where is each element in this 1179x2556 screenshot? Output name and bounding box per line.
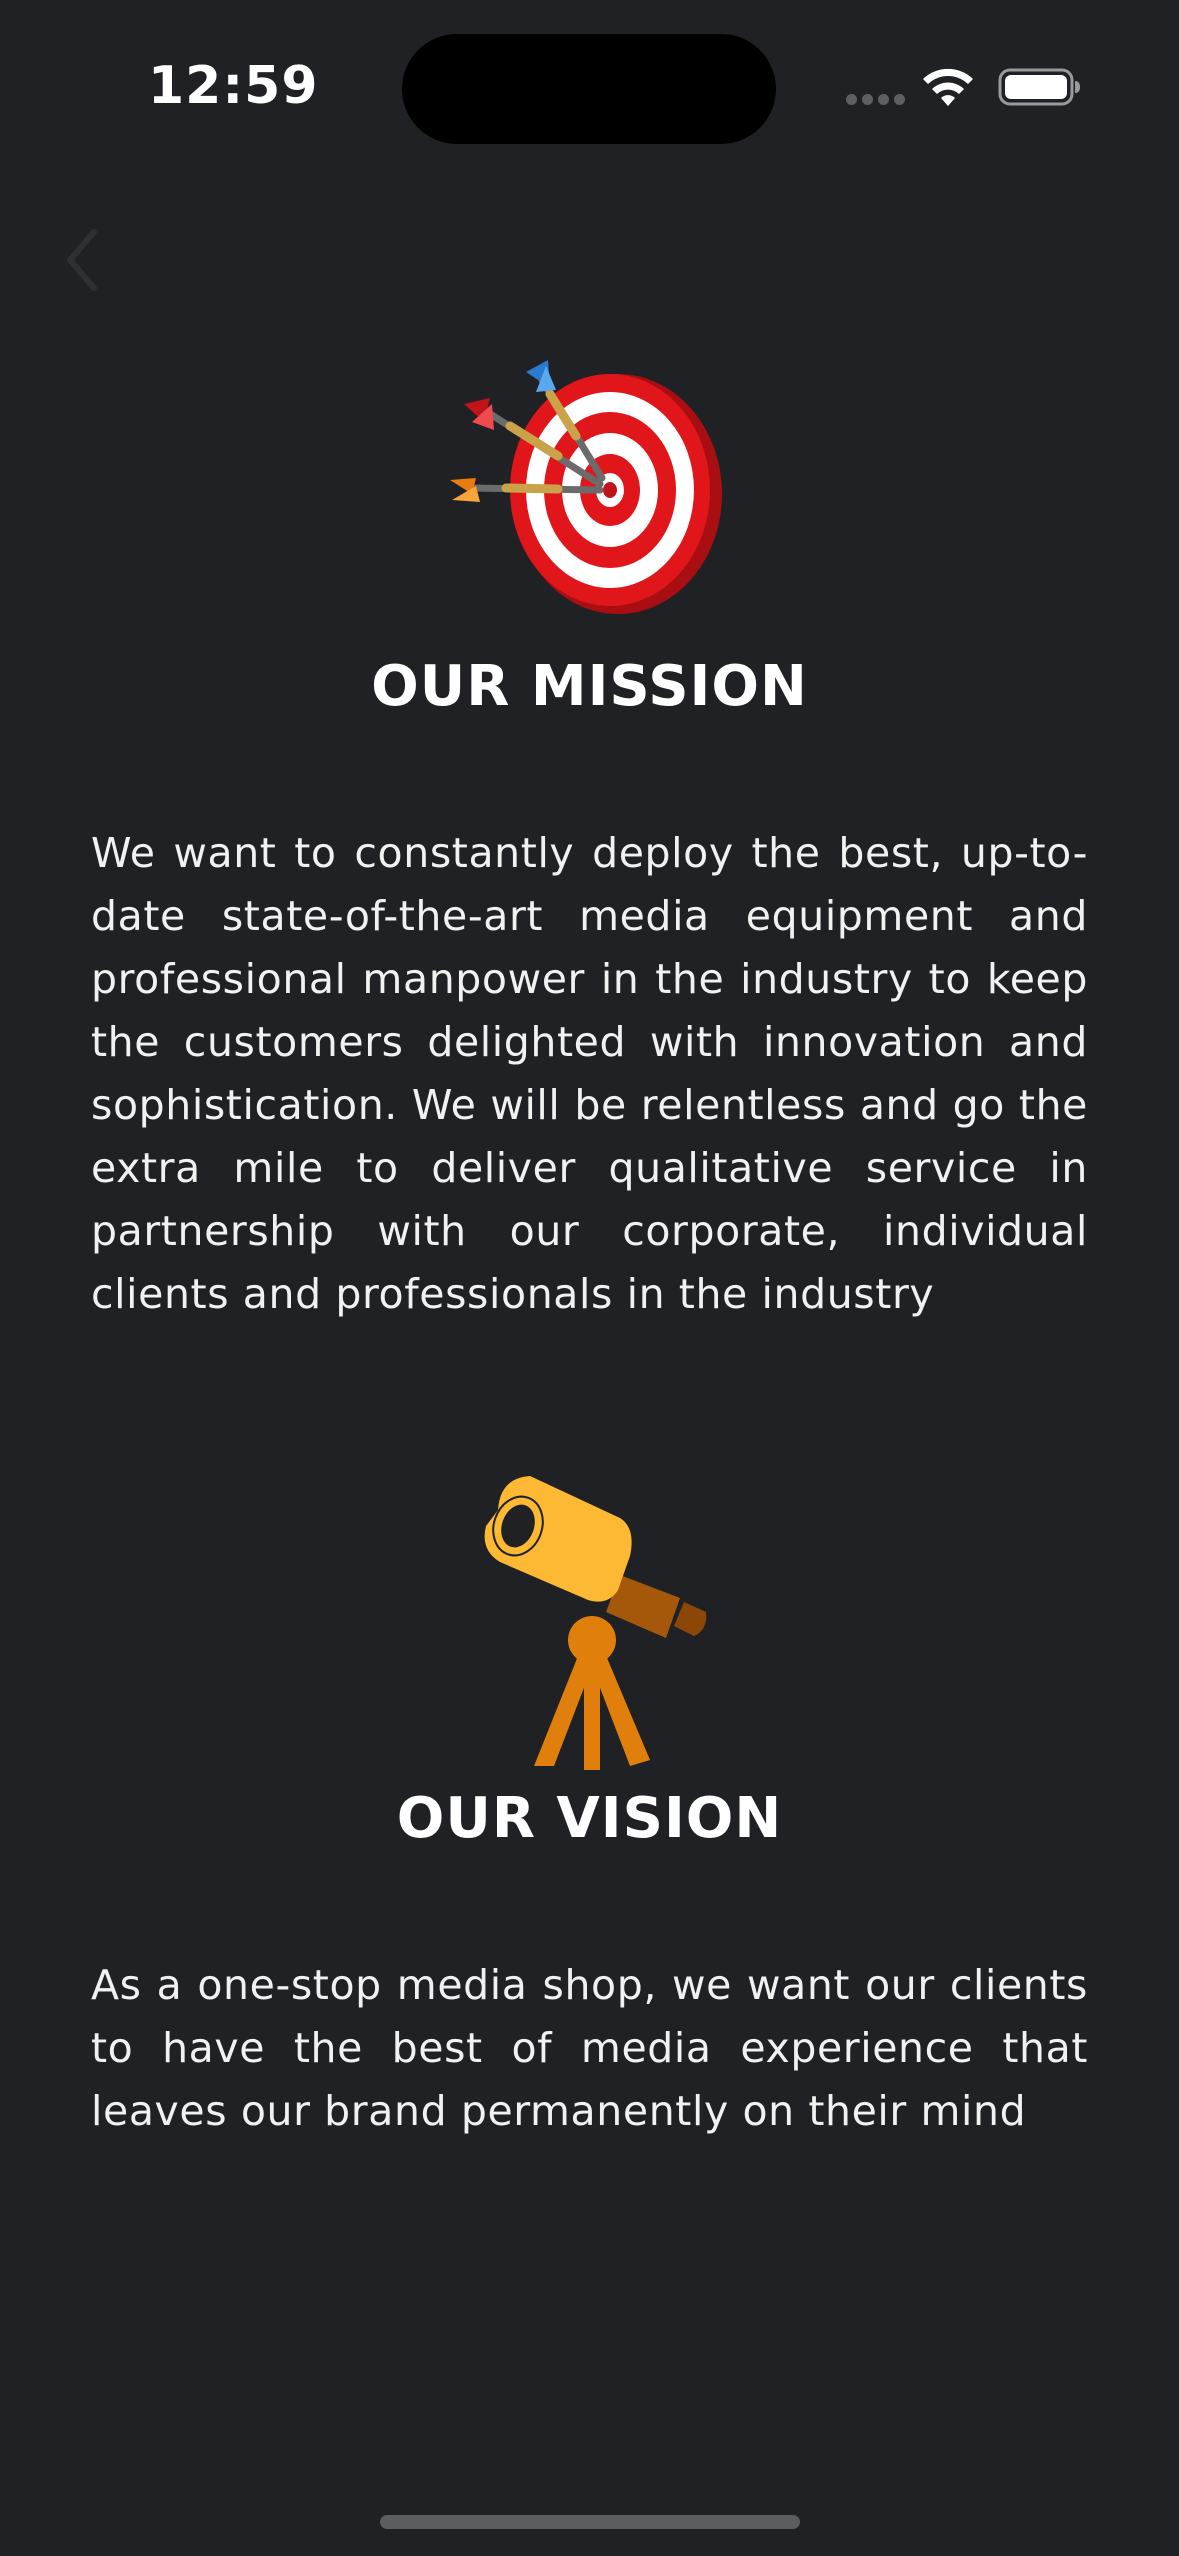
back-button[interactable] [54,220,114,300]
dartboard-icon [450,360,722,614]
mission-body: We want to constantly deploy the best, u… [91,829,1088,1318]
status-bar: 12:59 [0,0,1179,170]
vision-body: As a one-stop media shop, we want our cl… [91,1961,1088,2135]
status-time: 12:59 [148,56,319,116]
dynamic-island [402,34,776,144]
telescope-icon [484,1476,707,1770]
mission-title: OUR MISSION [371,654,808,719]
vision-title: OUR VISION [396,1786,783,1851]
signal-icon [846,94,906,106]
wifi-icon [923,68,973,106]
home-indicator[interactable] [380,2515,800,2529]
battery-icon [998,68,1080,106]
